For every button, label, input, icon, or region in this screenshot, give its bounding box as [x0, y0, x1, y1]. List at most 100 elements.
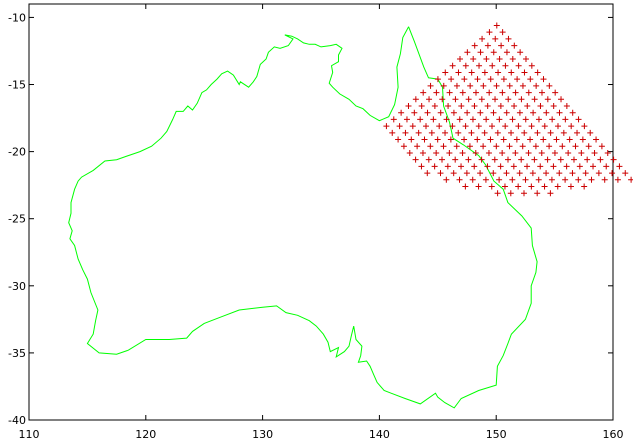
grid-point	[488, 123, 495, 130]
grid-point	[484, 102, 491, 109]
grid-point	[471, 163, 478, 170]
grid-point	[509, 116, 516, 123]
grid-point	[466, 143, 473, 150]
grid-point	[396, 123, 403, 130]
grid-point	[578, 149, 585, 156]
grid-point	[452, 156, 459, 163]
y-tick-label: -40	[8, 414, 26, 427]
grid-point	[452, 96, 459, 103]
grid-point	[465, 96, 472, 103]
grid-point	[507, 190, 514, 197]
grid-point	[461, 76, 468, 83]
grid-point	[468, 69, 475, 76]
grid-point	[568, 123, 575, 130]
grid-point	[544, 96, 551, 103]
grid-point	[521, 129, 528, 136]
grid-point	[481, 69, 488, 76]
grid-point	[496, 56, 503, 63]
grid-point	[421, 136, 428, 143]
grid-point	[500, 76, 507, 83]
grid-point	[537, 163, 544, 170]
grid-point	[481, 129, 488, 136]
grid-point	[535, 176, 542, 183]
grid-point	[440, 82, 447, 89]
grid-point	[614, 176, 621, 183]
grid-point	[610, 156, 617, 163]
grid-point	[471, 102, 478, 109]
grid-point	[496, 176, 503, 183]
grid-point	[412, 96, 419, 103]
grid-point	[572, 143, 579, 150]
grid-point	[430, 116, 437, 123]
grid-point	[574, 129, 581, 136]
grid-point	[411, 109, 418, 116]
x-tick-label: 120	[135, 428, 156, 441]
axis-tick-labels: 110 120 130 140 150 160 -10 -15 -20 -25 -30 -35 -40	[8, 11, 623, 441]
grid-point	[496, 116, 503, 123]
grid-point	[509, 176, 516, 183]
grid-point	[456, 176, 463, 183]
grid-point	[559, 143, 566, 150]
grid-point	[495, 69, 502, 76]
grid-point	[530, 109, 537, 116]
grid-point	[546, 82, 553, 89]
grid-point	[575, 176, 582, 183]
grid-point	[505, 35, 512, 42]
grid-point	[565, 149, 572, 156]
grid-point	[487, 136, 494, 143]
y-tick-label: -30	[8, 280, 26, 293]
grid-point	[437, 170, 444, 177]
grid-point	[538, 89, 545, 96]
grid-point	[543, 109, 550, 116]
grid-point	[478, 156, 485, 163]
grid-point	[442, 129, 449, 136]
outline-series-line	[68, 26, 538, 409]
grid-point	[464, 109, 471, 116]
grid-point	[464, 49, 471, 56]
grid-point	[516, 170, 523, 177]
grid-point	[528, 62, 535, 69]
grid-point	[569, 109, 576, 116]
grid-point	[459, 149, 466, 156]
grid-point	[455, 129, 462, 136]
grid-point	[433, 149, 440, 156]
grid-point	[503, 109, 510, 116]
grid-point	[493, 82, 500, 89]
grid-point	[525, 89, 532, 96]
grid-point	[455, 69, 462, 76]
grid-point	[444, 163, 451, 170]
grid-point	[541, 183, 548, 190]
grid-point	[431, 102, 438, 109]
grid-point	[446, 149, 453, 156]
grid-points-series	[383, 22, 633, 197]
grid-point	[492, 35, 499, 42]
grid-point	[547, 190, 554, 197]
grid-point	[482, 176, 489, 183]
grid-point	[449, 62, 456, 69]
grid-point	[519, 143, 526, 150]
grid-point	[488, 183, 495, 190]
grid-point	[434, 136, 441, 143]
grid-point	[593, 136, 600, 143]
grid-point	[474, 136, 481, 143]
grid-point	[509, 56, 516, 63]
grid-point	[443, 176, 450, 183]
grid-point	[570, 156, 577, 163]
grid-point	[534, 129, 541, 136]
grid-point	[439, 96, 446, 103]
grid-point	[510, 163, 517, 170]
grid-point	[562, 116, 569, 123]
grid-point	[437, 109, 444, 116]
grid-point	[622, 170, 629, 177]
grid-point	[502, 123, 509, 130]
grid-point	[475, 123, 482, 130]
grid-point	[533, 82, 540, 89]
grid-point	[418, 102, 425, 109]
grid-point	[541, 123, 548, 130]
grid-point	[427, 82, 434, 89]
grid-point	[515, 123, 522, 130]
grid-point	[471, 42, 478, 49]
grid-point	[499, 89, 506, 96]
grid-point	[511, 102, 518, 109]
